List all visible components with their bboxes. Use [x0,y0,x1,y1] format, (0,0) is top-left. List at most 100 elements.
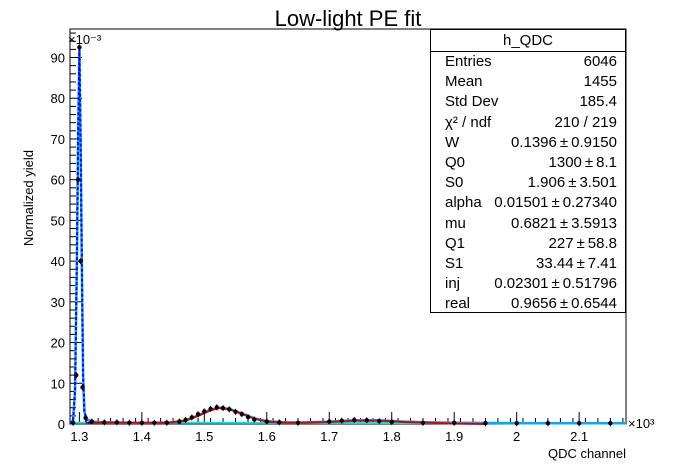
x-axis-multiplier: ×10³ [628,416,655,431]
stats-value: 185.4 [579,93,617,111]
data-point [514,420,519,426]
stats-row: inj 0.02301 ±0.51796 [431,274,625,294]
stats-row: real 0.9656 ±0.6544 [431,294,625,314]
stats-value-error: 0.51796 [562,275,617,293]
stats-value: 1455 [583,73,617,91]
stats-title: h_QDC [431,30,625,52]
x-tick-label: 1.4 [133,429,151,444]
x-tick-label: 1.7 [320,429,338,444]
stats-value: 33.44 ±7.41 [536,254,617,274]
data-point [183,417,188,423]
data-point [83,415,88,421]
stats-value: 6046 [583,53,617,70]
data-point [70,420,76,425]
plus-minus-symbol: ± [559,133,569,151]
stats-value-central: 227 [548,234,574,252]
plot-series [69,44,627,427]
stats-value-error: 8.1 [596,153,617,171]
data-point [227,407,232,412]
y-tick-label: 90 [51,51,65,66]
data-point [339,418,344,423]
stats-row: Q1 227 ±58.8 [431,234,625,254]
stats-value: 0.6821 ±3.5913 [511,214,617,234]
stats-key: alpha [445,194,482,212]
stats-value-error: 3.501 [579,174,617,192]
chart-title: Low-light PE fit [275,6,422,31]
stats-value-central: 0.01501 [494,194,549,212]
data-point [164,420,170,425]
stats-row: alpha 0.01501 ±0.27340 [431,193,625,213]
plus-minus-symbol: ± [551,194,560,212]
data-point [75,177,81,182]
plus-minus-symbol: ± [559,295,569,313]
y-tick-label: 60 [51,173,65,188]
x-tick-label: 2.1 [570,429,588,444]
stats-value: 0.01501 ±0.27340 [494,193,617,213]
y-tick-label: 20 [51,336,65,351]
stats-key: Mean [445,73,483,91]
x-tick-label: 1.5 [195,429,213,444]
fit-pedestal-line [69,49,93,425]
stats-key: Q1 [445,234,466,252]
data-point [576,420,582,426]
y-axis-label: Normalized yield [21,150,36,246]
stats-key: χ² / ndf [445,113,492,131]
y-tick-label: 0 [58,417,65,432]
stats-row: S0 1.906 ±3.501 [431,173,625,193]
stats-key: S0 [445,174,464,192]
data-point [89,419,95,424]
stats-row: Entries 6046 [431,52,625,72]
stats-row: Mean 1455 [431,72,625,92]
stats-key: Std Dev [445,93,499,111]
stats-value: 0.9656 ±0.6544 [511,294,617,314]
data-point [214,405,220,410]
stats-value-error: 0.6544 [571,295,617,313]
data-point [78,258,83,264]
stats-value-error: 0.27340 [562,194,617,212]
data-point [195,412,201,417]
y-tick-label: 80 [51,91,65,106]
data-point [483,420,488,426]
data-point [177,419,182,424]
y-tick-label: 40 [51,254,65,269]
x-tick-label: 2 [513,429,520,444]
stats-value-central: 1300 [548,153,582,171]
data-point [295,420,301,425]
data-point [377,418,382,424]
stats-row: Std Dev 185.4 [431,92,625,112]
data-point [608,420,613,426]
data-point [389,419,394,425]
x-tick-label: 1.6 [258,429,276,444]
stats-value-error: 7.41 [587,254,617,272]
x-axis-label: QDC channel [548,446,626,461]
y-tick-label: 30 [51,295,65,310]
stats-value: 0.02301 ±0.51796 [494,274,617,294]
stats-value-error: 0.9150 [571,133,617,151]
stats-row: S1 33.44 ±7.41 [431,254,625,274]
stats-value-central: 0.6821 [510,214,557,232]
plus-minus-symbol: ± [568,174,577,192]
data-point [452,420,457,425]
data-point [202,409,207,414]
data-point [352,417,357,423]
x-tick-label: 1.9 [445,429,463,444]
data-point [114,420,120,425]
plus-minus-symbol: ± [584,153,594,171]
plus-minus-symbol: ± [576,254,585,272]
stats-rows: Entries 6046 Mean 1455 Std Dev 185.4 χ² / ndf 2… [431,52,625,314]
stats-row: W 0.1396 ±0.9150 [431,133,625,153]
data-point [545,420,551,426]
stats-value-central: 0.02301 [494,275,549,293]
y-tick-label: 70 [51,132,65,147]
data-point [139,420,145,425]
data-point [127,420,132,425]
stats-row: χ² / ndf 210 / 219 [431,113,625,133]
data-point [239,412,244,417]
y-tick-label: 50 [51,213,65,228]
data-point [102,420,107,425]
data-point [264,419,269,424]
stats-value: 0.1396 ±0.9150 [511,133,617,153]
stats-value-central: 0.1396 [510,133,557,151]
stats-value: 1300 ±8.1 [549,153,617,173]
